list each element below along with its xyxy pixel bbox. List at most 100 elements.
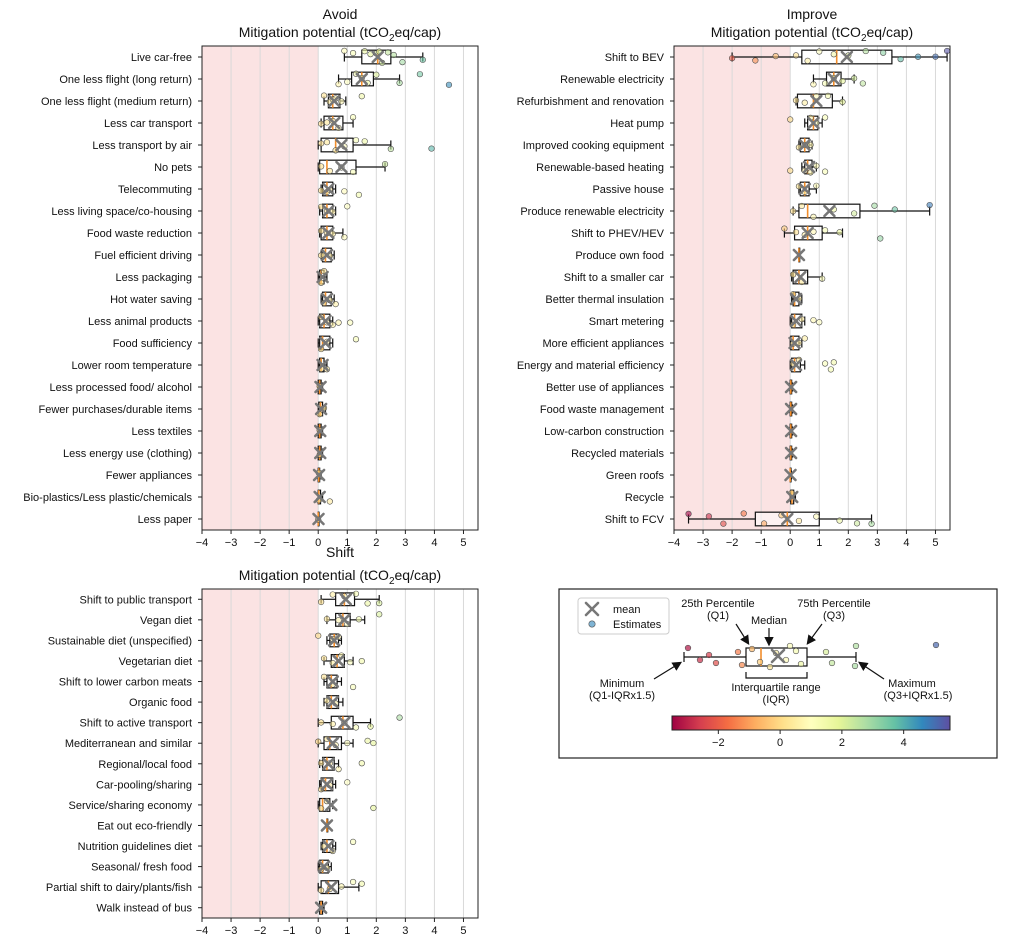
estimate-point: [830, 51, 837, 58]
mean-marker: [316, 270, 329, 284]
colorbar-tick-label: 0: [777, 737, 783, 749]
estimate-point: [816, 48, 823, 55]
estimate-point: [347, 319, 354, 326]
x-tick-label: −4: [196, 537, 209, 549]
row: Food waste management: [540, 401, 798, 417]
row-label: Food sufficiency: [113, 338, 193, 350]
estimate-point: [807, 141, 814, 148]
estimate-point: [315, 632, 322, 639]
estimate-point: [318, 227, 325, 235]
row: Less textiles: [131, 423, 327, 439]
estimate-point: [335, 319, 342, 326]
row-label: Better thermal insulation: [545, 294, 664, 306]
estimate-point: [318, 120, 325, 127]
estimate-point: [352, 336, 360, 343]
estimate-point: [804, 57, 811, 64]
estimate-point: [338, 98, 345, 105]
x-tick-label: 1: [344, 537, 350, 549]
estimate-point: [384, 49, 392, 56]
example-point: [852, 642, 860, 650]
row: Food waste reduction: [87, 225, 348, 241]
estimate-point: [370, 739, 377, 747]
row-label: Service/sharing economy: [68, 800, 192, 812]
mean-marker: [784, 468, 797, 482]
estimate-point: [320, 673, 328, 680]
panel-title: Improve: [787, 6, 838, 22]
estimate-point: [821, 114, 829, 121]
mean-marker: [319, 314, 332, 328]
estimate-point: [358, 880, 365, 887]
mean-marker: [789, 358, 803, 372]
estimate-point: [349, 114, 357, 121]
estimate-point: [320, 655, 328, 662]
row-label: Partial shift to dairy/plants/fish: [46, 882, 192, 894]
estimate-point: [326, 167, 333, 175]
annotation-arrow: [806, 623, 823, 645]
mean-legend-marker: [584, 601, 600, 617]
row-label: Less energy use (clothing): [63, 448, 192, 460]
x-tick-label: −1: [283, 537, 296, 549]
mean-marker: [320, 248, 334, 262]
row-label: Hot water saving: [110, 294, 192, 306]
estimate-point: [792, 97, 800, 104]
estimate-point: [787, 167, 794, 174]
x-tick-label: 5: [460, 925, 466, 937]
iqr-sublabel: (IQR): [763, 694, 790, 706]
mean-marker: [784, 402, 798, 416]
mean-marker: [801, 226, 814, 240]
estimate-point: [349, 878, 357, 886]
row-label: Heat pump: [610, 118, 664, 130]
estimate-point: [705, 513, 712, 520]
q3-label: 75th Percentile: [797, 598, 870, 610]
row-label: Produce renewable electricity: [520, 206, 664, 218]
mean-marker: [322, 226, 335, 240]
estimate-point: [781, 225, 788, 232]
mean-marker: [798, 182, 812, 196]
estimate-point: [352, 724, 360, 731]
estimate-point: [932, 53, 939, 60]
row: Bio-plastics/Less plastic/chemicals: [23, 489, 333, 505]
estimate-point: [801, 335, 808, 342]
x-tick-label: 0: [315, 925, 321, 937]
median-label: Median: [751, 615, 787, 627]
min-sublabel: (Q1-IQRx1.5): [589, 690, 655, 702]
estimate-point: [428, 145, 435, 152]
estimate-point: [318, 187, 325, 194]
estimate-point: [926, 201, 933, 209]
example-point: [696, 656, 704, 664]
estimate-point: [323, 615, 331, 623]
example-mean: [770, 648, 786, 664]
estimate-point: [318, 760, 325, 767]
row: Produce own food: [575, 247, 806, 263]
estimate-point: [792, 229, 800, 236]
row-label: Less processed food/ alcohol: [50, 382, 192, 394]
estimate-point: [341, 188, 348, 195]
row-label: Less car transport: [104, 118, 192, 130]
row-label: Lower room temperature: [72, 360, 192, 372]
colorbar-tick-label: −2: [712, 737, 725, 749]
row-label: Shift to a smaller car: [564, 272, 665, 284]
row-label: Less packaging: [116, 272, 192, 284]
colorbar-tick-label: 4: [901, 737, 907, 749]
estimate-point: [859, 80, 866, 87]
row: One less flight (long return): [59, 70, 453, 88]
estimate-point: [787, 116, 794, 123]
example-point: [828, 659, 836, 667]
mean-marker: [807, 116, 820, 130]
annotation-arrow: [735, 623, 750, 646]
estimate-point: [416, 71, 423, 78]
estimate-point: [798, 202, 805, 210]
legend-key-box: [577, 597, 670, 635]
row-label: Organic food: [129, 697, 192, 709]
row: Shift to BEV: [605, 47, 951, 65]
row: Sustainable diet (unspecified): [48, 632, 343, 647]
row: Organic food: [129, 695, 344, 709]
estimate-point: [792, 52, 800, 59]
mean-legend-label: mean: [613, 604, 641, 616]
row-label: Less animal products: [88, 316, 192, 328]
row: Fewer purchases/durable items: [39, 401, 328, 418]
row-label: More efficient appliances: [543, 338, 665, 350]
row: Renewable electricity: [560, 71, 866, 88]
row-label: Passive house: [592, 184, 664, 196]
